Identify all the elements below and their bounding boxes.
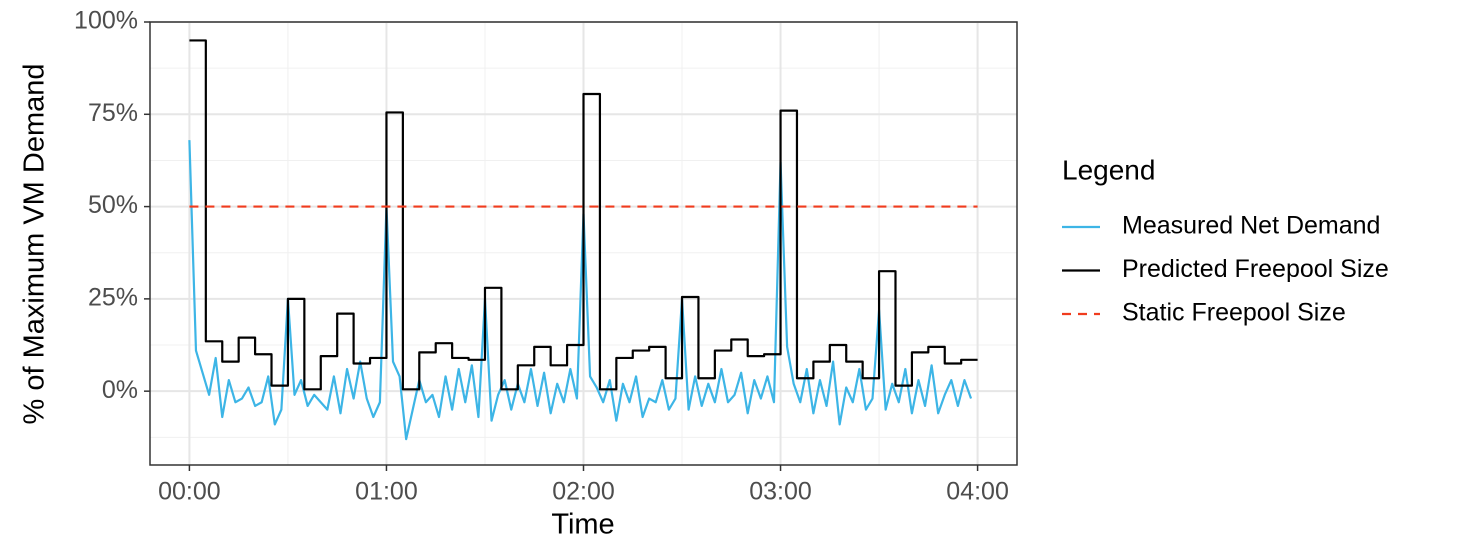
y-tick-label: 0%: [102, 376, 138, 404]
plot-border: [149, 21, 1018, 466]
series-line: [188, 140, 973, 441]
x-tick-label: 00:00: [158, 478, 221, 506]
x-tick-label: 01:00: [355, 478, 418, 506]
x-tick-label: 02:00: [552, 478, 615, 506]
x-axis-title: Time: [551, 509, 614, 541]
x-tick-label: 03:00: [749, 478, 812, 506]
y-tick-label: 75%: [88, 99, 138, 127]
legend-label: Predicted Freepool Size: [1122, 255, 1389, 283]
y-tick-label: 100%: [74, 7, 138, 35]
y-tick-label: 50%: [88, 191, 138, 219]
y-tick-label: 25%: [88, 283, 138, 311]
y-axis-title: % of Maximum VM Demand: [19, 64, 51, 425]
x-tick-label: 04:00: [946, 478, 1009, 506]
legend-label: Static Freepool Size: [1122, 299, 1346, 327]
legend-label: Measured Net Demand: [1122, 212, 1380, 240]
series-line: [189, 39, 978, 391]
legend-title: Legend: [1062, 154, 1155, 185]
